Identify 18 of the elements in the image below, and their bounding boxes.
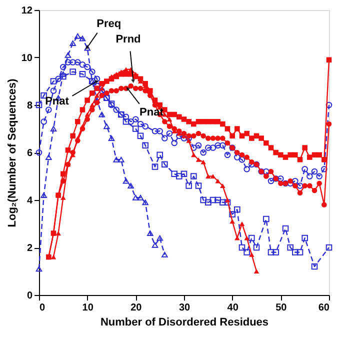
x-tick-label: 40 (227, 302, 239, 314)
annotation: Preq (96, 18, 122, 30)
y-tick-label: 10 (21, 53, 33, 64)
x-tick-label: 50 (276, 302, 288, 314)
y-tick-label: 6 (26, 148, 33, 159)
x-tick-label: 0 (40, 302, 46, 314)
x-axis-title: Number of Disordered Residues (100, 316, 269, 328)
x-tick-label: 10 (82, 302, 94, 314)
y-tick-label: 4 (26, 196, 33, 206)
y-tick-label: 8 (26, 100, 33, 112)
x-tick-label: 30 (178, 302, 190, 314)
y-tick-label: 12 (21, 6, 33, 16)
x-tick-label: 60 (318, 302, 330, 314)
x-tick-label: 20 (130, 302, 142, 314)
y-tick-label: 2 (26, 243, 33, 254)
annotation: Prnd (116, 33, 141, 46)
y-axis-title: Log₂(Number of Sequences) (6, 78, 18, 228)
y-tick-label: 0 (26, 290, 33, 302)
